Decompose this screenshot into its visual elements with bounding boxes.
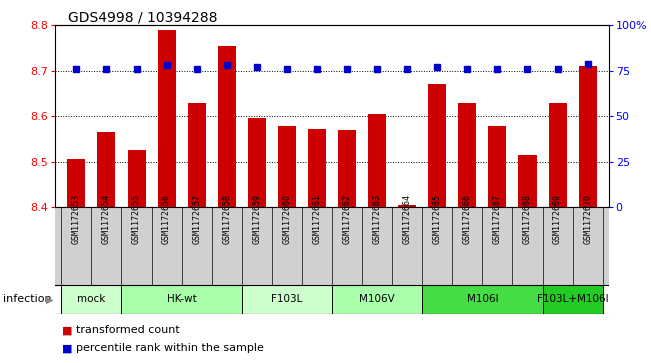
Bar bbox=[579, 66, 597, 207]
Text: GSM1172666: GSM1172666 bbox=[463, 194, 472, 244]
Bar bbox=[308, 129, 326, 207]
Text: GSM1172658: GSM1172658 bbox=[222, 194, 231, 244]
Bar bbox=[422, 285, 542, 314]
Bar bbox=[488, 126, 506, 207]
Text: mock: mock bbox=[77, 294, 105, 305]
Text: GSM1172670: GSM1172670 bbox=[583, 194, 592, 244]
Text: GSM1172654: GSM1172654 bbox=[102, 194, 111, 244]
Text: GSM1172668: GSM1172668 bbox=[523, 194, 532, 244]
Text: M106V: M106V bbox=[359, 294, 395, 305]
Text: HK-wt: HK-wt bbox=[167, 294, 197, 305]
Text: GSM1172663: GSM1172663 bbox=[372, 194, 381, 244]
Bar bbox=[428, 85, 447, 207]
Text: M106I: M106I bbox=[467, 294, 498, 305]
Text: F103L: F103L bbox=[271, 294, 303, 305]
Text: ■: ■ bbox=[62, 343, 72, 354]
Bar bbox=[61, 285, 122, 314]
Bar bbox=[187, 102, 206, 207]
Text: GSM1172664: GSM1172664 bbox=[403, 194, 411, 244]
Text: F103L+M106I: F103L+M106I bbox=[537, 294, 609, 305]
Text: GSM1172656: GSM1172656 bbox=[162, 194, 171, 244]
Text: GSM1172659: GSM1172659 bbox=[253, 194, 261, 244]
Text: GDS4998 / 10394288: GDS4998 / 10394288 bbox=[68, 11, 218, 25]
Bar bbox=[67, 159, 85, 207]
Bar bbox=[278, 126, 296, 207]
Bar bbox=[549, 102, 566, 207]
Text: GSM1172653: GSM1172653 bbox=[72, 194, 81, 244]
Text: infection: infection bbox=[3, 294, 52, 305]
Text: GSM1172669: GSM1172669 bbox=[553, 194, 562, 244]
Text: GSM1172667: GSM1172667 bbox=[493, 194, 502, 244]
Bar bbox=[398, 205, 416, 207]
Text: GSM1172662: GSM1172662 bbox=[342, 194, 352, 244]
Text: GSM1172660: GSM1172660 bbox=[283, 194, 292, 244]
Bar bbox=[158, 30, 176, 207]
Text: transformed count: transformed count bbox=[76, 325, 180, 335]
Text: percentile rank within the sample: percentile rank within the sample bbox=[76, 343, 264, 354]
Text: GSM1172665: GSM1172665 bbox=[433, 194, 442, 244]
Bar bbox=[248, 118, 266, 207]
Bar bbox=[217, 46, 236, 207]
Text: GSM1172655: GSM1172655 bbox=[132, 194, 141, 244]
Bar bbox=[122, 285, 242, 314]
Text: GSM1172657: GSM1172657 bbox=[192, 194, 201, 244]
Text: GSM1172661: GSM1172661 bbox=[312, 194, 322, 244]
Bar bbox=[128, 150, 146, 207]
Text: ■: ■ bbox=[62, 325, 72, 335]
Bar bbox=[368, 114, 386, 207]
Bar bbox=[242, 285, 332, 314]
Bar bbox=[332, 285, 422, 314]
Bar bbox=[518, 155, 536, 207]
Bar bbox=[338, 130, 356, 207]
Bar bbox=[458, 102, 477, 207]
Text: ▶: ▶ bbox=[46, 294, 53, 305]
Bar bbox=[542, 285, 603, 314]
Bar bbox=[98, 132, 115, 207]
